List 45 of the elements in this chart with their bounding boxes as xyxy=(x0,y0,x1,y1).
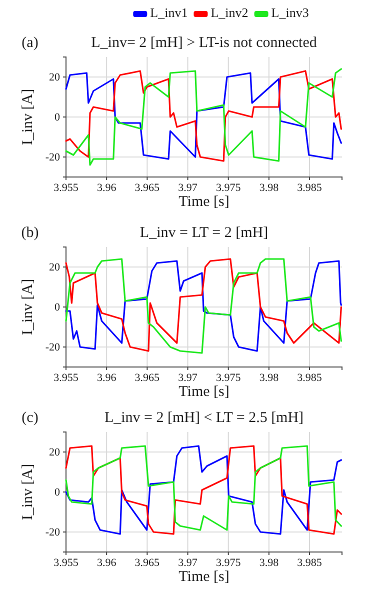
text: (c) xyxy=(22,410,38,426)
x-tick-label: 3.96 xyxy=(96,372,117,384)
x-axis-title: Time [s] xyxy=(178,194,230,210)
y-tick-label: -20 xyxy=(45,342,60,354)
x-tick-label: 3.975 xyxy=(216,372,242,384)
y-tick-label: -20 xyxy=(45,152,60,164)
x-tick-label: 3.985 xyxy=(297,182,322,194)
legend-label: L_inv3 xyxy=(271,5,309,20)
legend-label: L_inv2 xyxy=(210,5,248,20)
x-tick-label: 3.955 xyxy=(54,556,79,569)
x-tick-label: 3.975 xyxy=(216,182,242,194)
y-axis-title: I_inv [A] xyxy=(20,278,36,336)
text: (a) xyxy=(22,35,38,51)
x-tick-label: 3.955 xyxy=(54,182,79,194)
y-axis-title: I_inv [A] xyxy=(20,464,36,520)
y-tick-label: 20 xyxy=(49,262,60,274)
x-tick-label: 3.96 xyxy=(96,182,117,194)
x-tick-label: 3.965 xyxy=(134,556,160,569)
x-tick-label: 3.965 xyxy=(134,372,160,384)
legend-label: L_inv1 xyxy=(150,5,188,20)
x-tick-label: 3.97 xyxy=(178,182,198,194)
y-tick-label: 20 xyxy=(49,446,60,459)
text: (b) xyxy=(21,225,39,241)
x-tick-label: 3.98 xyxy=(259,182,280,194)
x-axis-title: Time [s] xyxy=(178,569,230,585)
x-tick-label: 3.965 xyxy=(134,182,160,194)
y-axis-title: I_inv [A] xyxy=(20,88,36,146)
y-tick-label: 20 xyxy=(49,72,60,84)
x-tick-label: 3.96 xyxy=(96,556,117,569)
chart-title: L_inv= 2 [mH] > LT-is not connected xyxy=(91,35,318,51)
chart-title: L_inv = 2 [mH] < LT = 2.5 [mH] xyxy=(104,410,304,426)
x-tick-label: 3.98 xyxy=(259,556,280,569)
y-tick-label: 0 xyxy=(54,112,60,124)
y-tick-label: -20 xyxy=(45,526,60,539)
x-tick-label: 3.985 xyxy=(297,372,322,384)
y-tick-label: 0 xyxy=(54,302,60,314)
x-tick-label: 3.975 xyxy=(216,556,242,569)
x-tick-label: 3.985 xyxy=(297,556,322,569)
chart-title: L_inv = LT = 2 [mH] xyxy=(140,225,268,241)
x-tick-label: 3.98 xyxy=(259,372,280,384)
x-tick-label: 3.97 xyxy=(178,372,198,384)
x-tick-label: 3.955 xyxy=(54,372,79,384)
x-tick-label: 3.97 xyxy=(178,556,198,569)
y-tick-label: 0 xyxy=(54,486,60,499)
x-axis-title: Time [s] xyxy=(178,384,230,400)
